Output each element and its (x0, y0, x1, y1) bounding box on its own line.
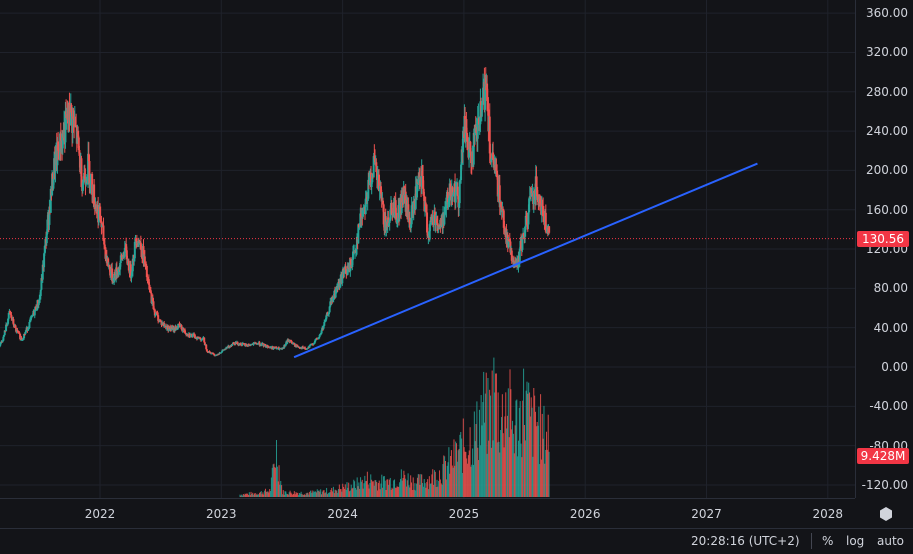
candle-body (345, 266, 347, 269)
candle-body (9, 311, 11, 314)
candle-body (8, 313, 10, 319)
price-tick-label: 360.00 (866, 6, 908, 20)
price-tick-label: 0.00 (881, 360, 908, 374)
price-tick-label: 40.00 (874, 321, 908, 335)
candle-body (22, 339, 24, 340)
candle-body (2, 337, 4, 341)
candle-body (144, 256, 146, 263)
last-price-badge: 130.56 (857, 231, 909, 247)
chart-plot-area[interactable] (0, 0, 855, 498)
price-tick-label: 80.00 (874, 281, 908, 295)
price-tick-label: -40.00 (869, 399, 908, 413)
candle-body (521, 235, 523, 249)
candle-body (548, 226, 550, 232)
time-tick-label: 2027 (691, 507, 722, 521)
candle-body (255, 343, 257, 344)
time-tick-label: 2028 (813, 507, 844, 521)
price-tick-label: 160.00 (866, 203, 908, 217)
candle-body (205, 345, 207, 349)
price-chart-svg[interactable] (0, 0, 855, 498)
price-tick-label: 200.00 (866, 163, 908, 177)
candle-body (17, 331, 19, 333)
volume-bar (549, 452, 550, 497)
candle-body (28, 322, 30, 328)
percent-scale-toggle[interactable]: % (822, 534, 833, 548)
last-volume-badge: 9.428M (857, 448, 909, 464)
time-tick-label: 2026 (570, 507, 601, 521)
price-tick-label: 280.00 (866, 85, 908, 99)
candle-body (492, 152, 494, 159)
candle-body (40, 290, 42, 296)
candle-body (459, 181, 461, 203)
candle-body (455, 192, 457, 203)
candle-body (206, 349, 208, 351)
candle-body (203, 338, 205, 343)
candle-body (323, 326, 325, 329)
time-axis[interactable]: 2022 2023 2024 2025 2026 2027 2028 (0, 498, 855, 529)
candle-body (321, 330, 323, 333)
candle-body (12, 319, 14, 324)
clock-display[interactable]: 20:28:16 (UTC+2) (691, 534, 800, 548)
price-tick-label: -120.00 (862, 478, 908, 492)
time-tick-label: 2022 (85, 507, 116, 521)
time-tick-label: 2024 (327, 507, 358, 521)
price-tick-label: 320.00 (866, 45, 908, 59)
time-tick-label: 2025 (449, 507, 480, 521)
candle-body (99, 207, 101, 220)
candle-body (104, 245, 106, 248)
settings-icon[interactable] (877, 505, 895, 523)
candle-body (457, 187, 459, 197)
bottom-toolbar: 20:28:16 (UTC+2) % log auto (0, 528, 913, 554)
log-scale-toggle[interactable]: log (846, 534, 864, 548)
candle-body (10, 315, 12, 318)
toolbar-divider (811, 533, 812, 549)
candle-body (425, 203, 427, 207)
auto-scale-toggle[interactable]: auto (877, 534, 904, 548)
time-tick-label: 2023 (206, 507, 237, 521)
candle-body (519, 249, 521, 262)
candle-body (46, 234, 48, 243)
price-tick-label: 240.00 (866, 124, 908, 138)
